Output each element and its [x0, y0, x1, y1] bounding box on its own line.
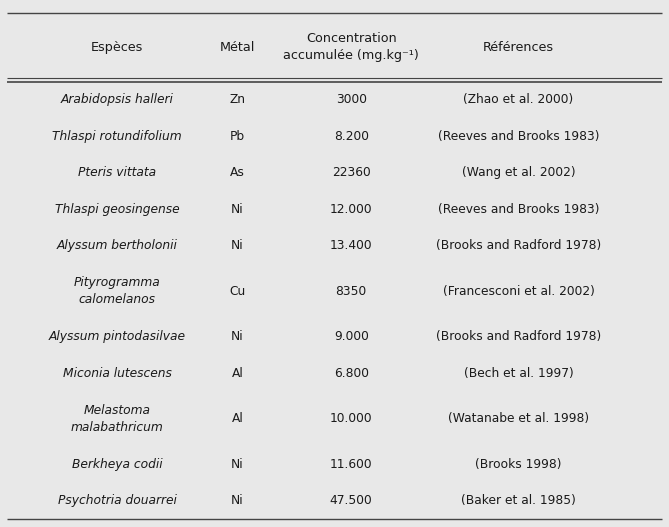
Text: Pteris vittata: Pteris vittata	[78, 166, 156, 179]
Text: (Watanabe et al. 1998): (Watanabe et al. 1998)	[448, 412, 589, 425]
Text: 3000: 3000	[336, 93, 367, 106]
Text: As: As	[230, 166, 245, 179]
Text: Ni: Ni	[231, 494, 244, 508]
Text: (Reeves and Brooks 1983): (Reeves and Brooks 1983)	[438, 203, 599, 216]
Text: (Brooks and Radford 1978): (Brooks and Radford 1978)	[436, 330, 601, 343]
Text: (Zhao et al. 2000): (Zhao et al. 2000)	[464, 93, 573, 106]
Text: Espèces: Espèces	[91, 41, 143, 54]
Text: Miconia lutescens: Miconia lutescens	[63, 367, 171, 380]
Text: Al: Al	[231, 412, 244, 425]
Text: Ni: Ni	[231, 203, 244, 216]
Text: Ni: Ni	[231, 458, 244, 471]
Text: 12.000: 12.000	[330, 203, 373, 216]
Text: Ni: Ni	[231, 330, 244, 343]
Text: Métal: Métal	[220, 41, 255, 54]
Text: 11.600: 11.600	[330, 458, 373, 471]
Text: 9.000: 9.000	[334, 330, 369, 343]
Text: Psychotria douarrei: Psychotria douarrei	[58, 494, 177, 508]
Text: 8350: 8350	[336, 285, 367, 298]
Text: Pb: Pb	[230, 130, 245, 143]
Text: Ni: Ni	[231, 239, 244, 252]
Text: (Brooks and Radford 1978): (Brooks and Radford 1978)	[436, 239, 601, 252]
Text: Cu: Cu	[229, 285, 246, 298]
Text: (Brooks 1998): (Brooks 1998)	[475, 458, 562, 471]
Text: Al: Al	[231, 367, 244, 380]
Text: (Bech et al. 1997): (Bech et al. 1997)	[464, 367, 573, 380]
Text: (Reeves and Brooks 1983): (Reeves and Brooks 1983)	[438, 130, 599, 143]
Text: (Baker et al. 1985): (Baker et al. 1985)	[461, 494, 576, 508]
Text: Melastoma
malabathricum: Melastoma malabathricum	[71, 404, 163, 434]
Text: Arabidopsis halleri: Arabidopsis halleri	[61, 93, 173, 106]
Text: Alyssum pintodasilvae: Alyssum pintodasilvae	[49, 330, 185, 343]
Text: 13.400: 13.400	[330, 239, 373, 252]
Text: (Wang et al. 2002): (Wang et al. 2002)	[462, 166, 575, 179]
Text: Berkheya codii: Berkheya codii	[72, 458, 163, 471]
Text: 47.500: 47.500	[330, 494, 373, 508]
Text: Alyssum bertholonii: Alyssum bertholonii	[57, 239, 177, 252]
Text: Pityrogramma
calomelanos: Pityrogramma calomelanos	[74, 277, 161, 306]
Text: 8.200: 8.200	[334, 130, 369, 143]
Text: Thlaspi geosingense: Thlaspi geosingense	[55, 203, 179, 216]
Text: Thlaspi rotundifolium: Thlaspi rotundifolium	[52, 130, 182, 143]
Text: 22360: 22360	[332, 166, 371, 179]
Text: Zn: Zn	[229, 93, 246, 106]
Text: Concentration
accumulée (mg.kg⁻¹): Concentration accumulée (mg.kg⁻¹)	[284, 32, 419, 62]
Text: 6.800: 6.800	[334, 367, 369, 380]
Text: 10.000: 10.000	[330, 412, 373, 425]
Text: (Francesconi et al. 2002): (Francesconi et al. 2002)	[442, 285, 595, 298]
Text: Références: Références	[483, 41, 554, 54]
